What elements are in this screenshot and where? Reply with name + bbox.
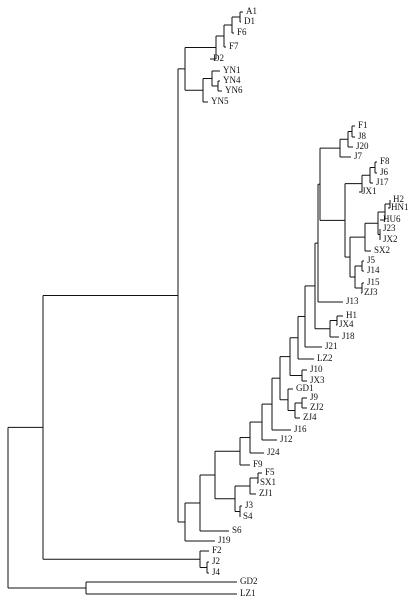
leaf-label: J6 [380,167,389,177]
leaf-label: ZJ3 [364,287,378,297]
leaf-label: J3 [245,500,254,510]
leaf-label: D2 [213,53,224,63]
leaf-label: J4 [212,567,221,577]
leaf-label: HU6 [383,214,401,224]
leaf-label: JX1 [362,186,377,196]
leaf-label: YN5 [211,96,229,106]
leaf-label: J21 [325,341,338,351]
leaf-label: F2 [212,545,222,555]
leaf-label: YN6 [225,85,243,95]
leaf-label: JX3 [310,375,325,385]
leaf-label: HN1 [391,202,409,212]
leaf-label: S6 [232,525,242,535]
leaf-label: YN1 [223,65,241,75]
leaf-label: J9 [310,392,319,402]
leaf-label: F9 [253,459,263,469]
leaf-label: JX2 [383,234,398,244]
leaf-label: J5 [367,255,376,265]
leaf-label: J15 [367,277,380,287]
leaf-label: D1 [244,16,255,26]
leaf-label: J10 [310,364,323,374]
leaf-label: F5 [265,467,275,477]
leaf-label: J17 [376,177,389,187]
leaf-label: J20 [356,141,369,151]
leaf-label: LZ1 [240,588,256,598]
leaf-label: SX2 [374,245,390,255]
leaf-label: JX4 [339,319,354,329]
leaf-label: J14 [367,265,380,275]
leaf-label: GD2 [240,576,258,586]
leaf-label: J8 [358,131,367,141]
leaf-label: J2 [212,556,220,566]
leaf-label: F8 [380,156,390,166]
leaf-label: J19 [218,535,231,545]
leaf-label: H2 [393,194,404,204]
leaf-label: J13 [346,296,359,306]
leaf-label: J7 [354,151,363,161]
leaf-label: LZ2 [317,353,333,363]
leaf-label: GD1 [296,383,314,393]
leaf-label: F6 [237,27,247,37]
leaf-label: ZJ2 [310,402,324,412]
leaf-label: J12 [280,434,293,444]
leaf-label: ZJ1 [259,488,273,498]
leaf-label: SX1 [260,477,276,487]
leaf-label: J23 [383,223,396,233]
leaf-label: J24 [267,447,280,457]
leaf-label: J18 [342,331,355,341]
leaf-label: H1 [346,310,357,320]
leaf-label: ZJ4 [303,412,317,422]
leaf-label: A1 [246,6,257,16]
leaf-label: F7 [229,41,239,51]
leaf-label: YN4 [223,75,241,85]
leaf-label: S4 [243,511,253,521]
leaf-label: J16 [294,424,307,434]
leaf-label: F1 [358,120,368,130]
